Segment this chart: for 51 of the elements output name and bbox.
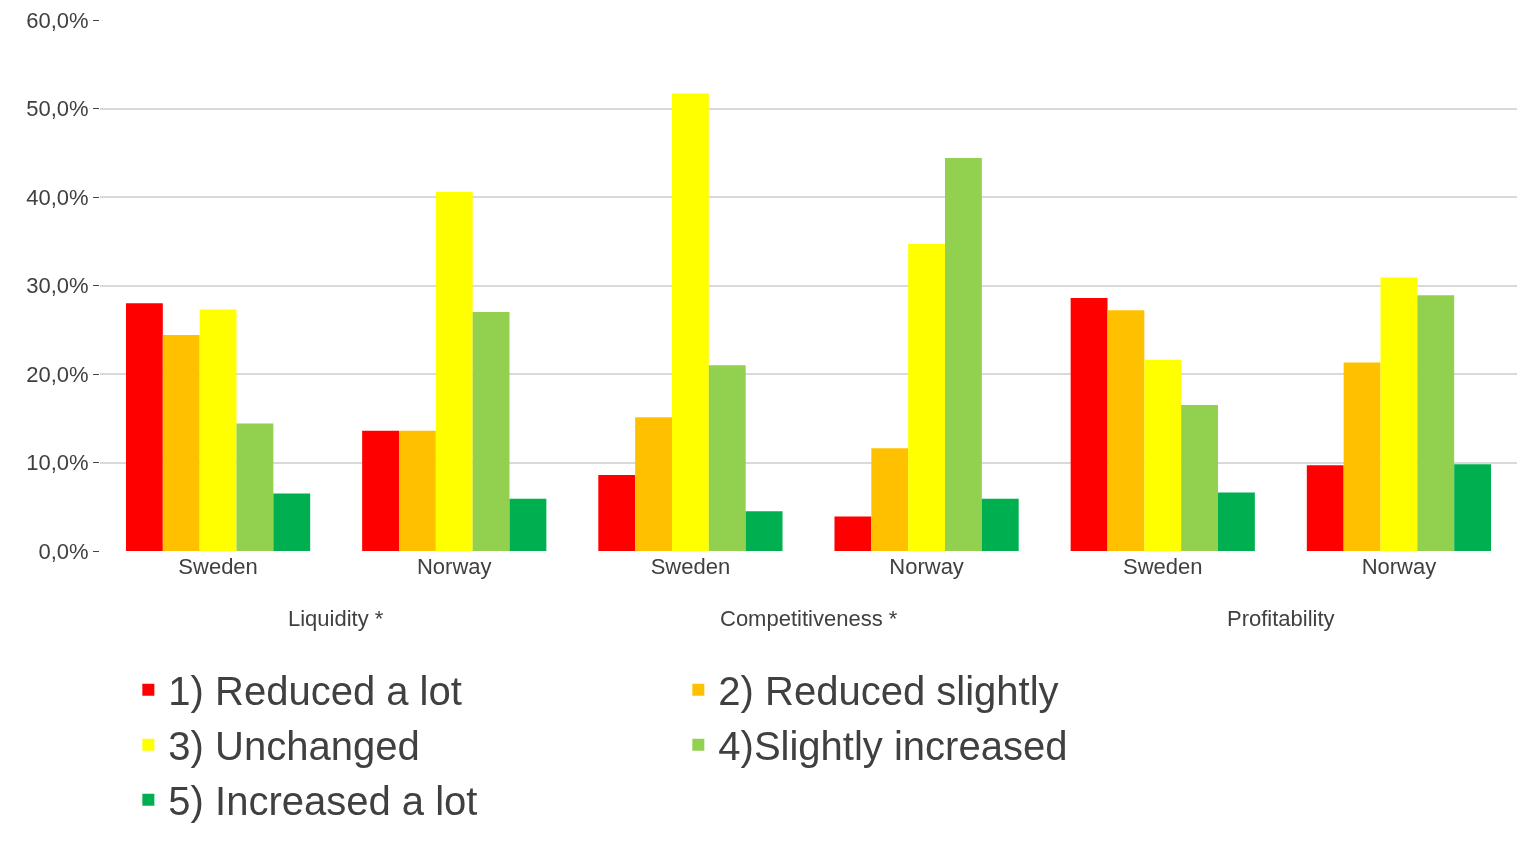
bar [1107,310,1145,551]
bar [1343,362,1381,551]
bar [1306,465,1344,551]
bar [1181,404,1219,551]
x-tick-label: Sweden [1122,554,1203,579]
y-tick-label: 40,0% [26,184,89,210]
legend-label: 5) Increased a lot [168,779,478,824]
bar [598,474,636,551]
y-tick-label: 10,0% [26,450,89,476]
bar [871,448,909,551]
y-tick-label: 30,0% [26,273,89,299]
bar [273,493,311,551]
bar [672,93,709,551]
bar [1380,277,1418,551]
x-tick-label: Sweden [650,554,731,579]
bar [362,430,399,551]
y-tick-label: 60,0% [26,7,89,33]
bar [125,303,163,551]
bar [472,312,510,551]
bar [509,498,547,551]
x-tick-label: Norway [889,554,964,579]
text: Competitiveness * [720,606,898,631]
x-tick-label: Norway [1361,554,1437,579]
bar [745,511,783,551]
bar [1070,297,1108,551]
x-tick-label: Norway [416,554,492,579]
bar [1417,295,1455,551]
y-tick-label: 50,0% [26,96,89,122]
text: Liquidity * [288,606,384,631]
bar [398,430,436,551]
bar [1454,464,1492,551]
legend-label: 2) Reduced slightly [718,669,1059,714]
bar [635,417,672,551]
bar [199,309,237,551]
y-tick-label: 20,0% [26,361,89,387]
text: Profitability [1227,606,1335,631]
bar [435,191,473,551]
bar [1144,359,1182,551]
bar [1218,492,1255,551]
x-tick-label: Sweden [178,554,258,579]
bar [236,423,274,551]
legend-label: 3) Unchanged [168,724,420,769]
y-tick-label: 0,0% [38,538,89,564]
bar [945,158,982,551]
bar [908,243,945,551]
bar [162,335,200,551]
bar [981,498,1019,551]
legend-label: 4)Slightly increased [718,724,1068,769]
bar [708,365,746,551]
bar [834,516,872,551]
legend-label: 1) Reduced a lot [168,669,462,714]
